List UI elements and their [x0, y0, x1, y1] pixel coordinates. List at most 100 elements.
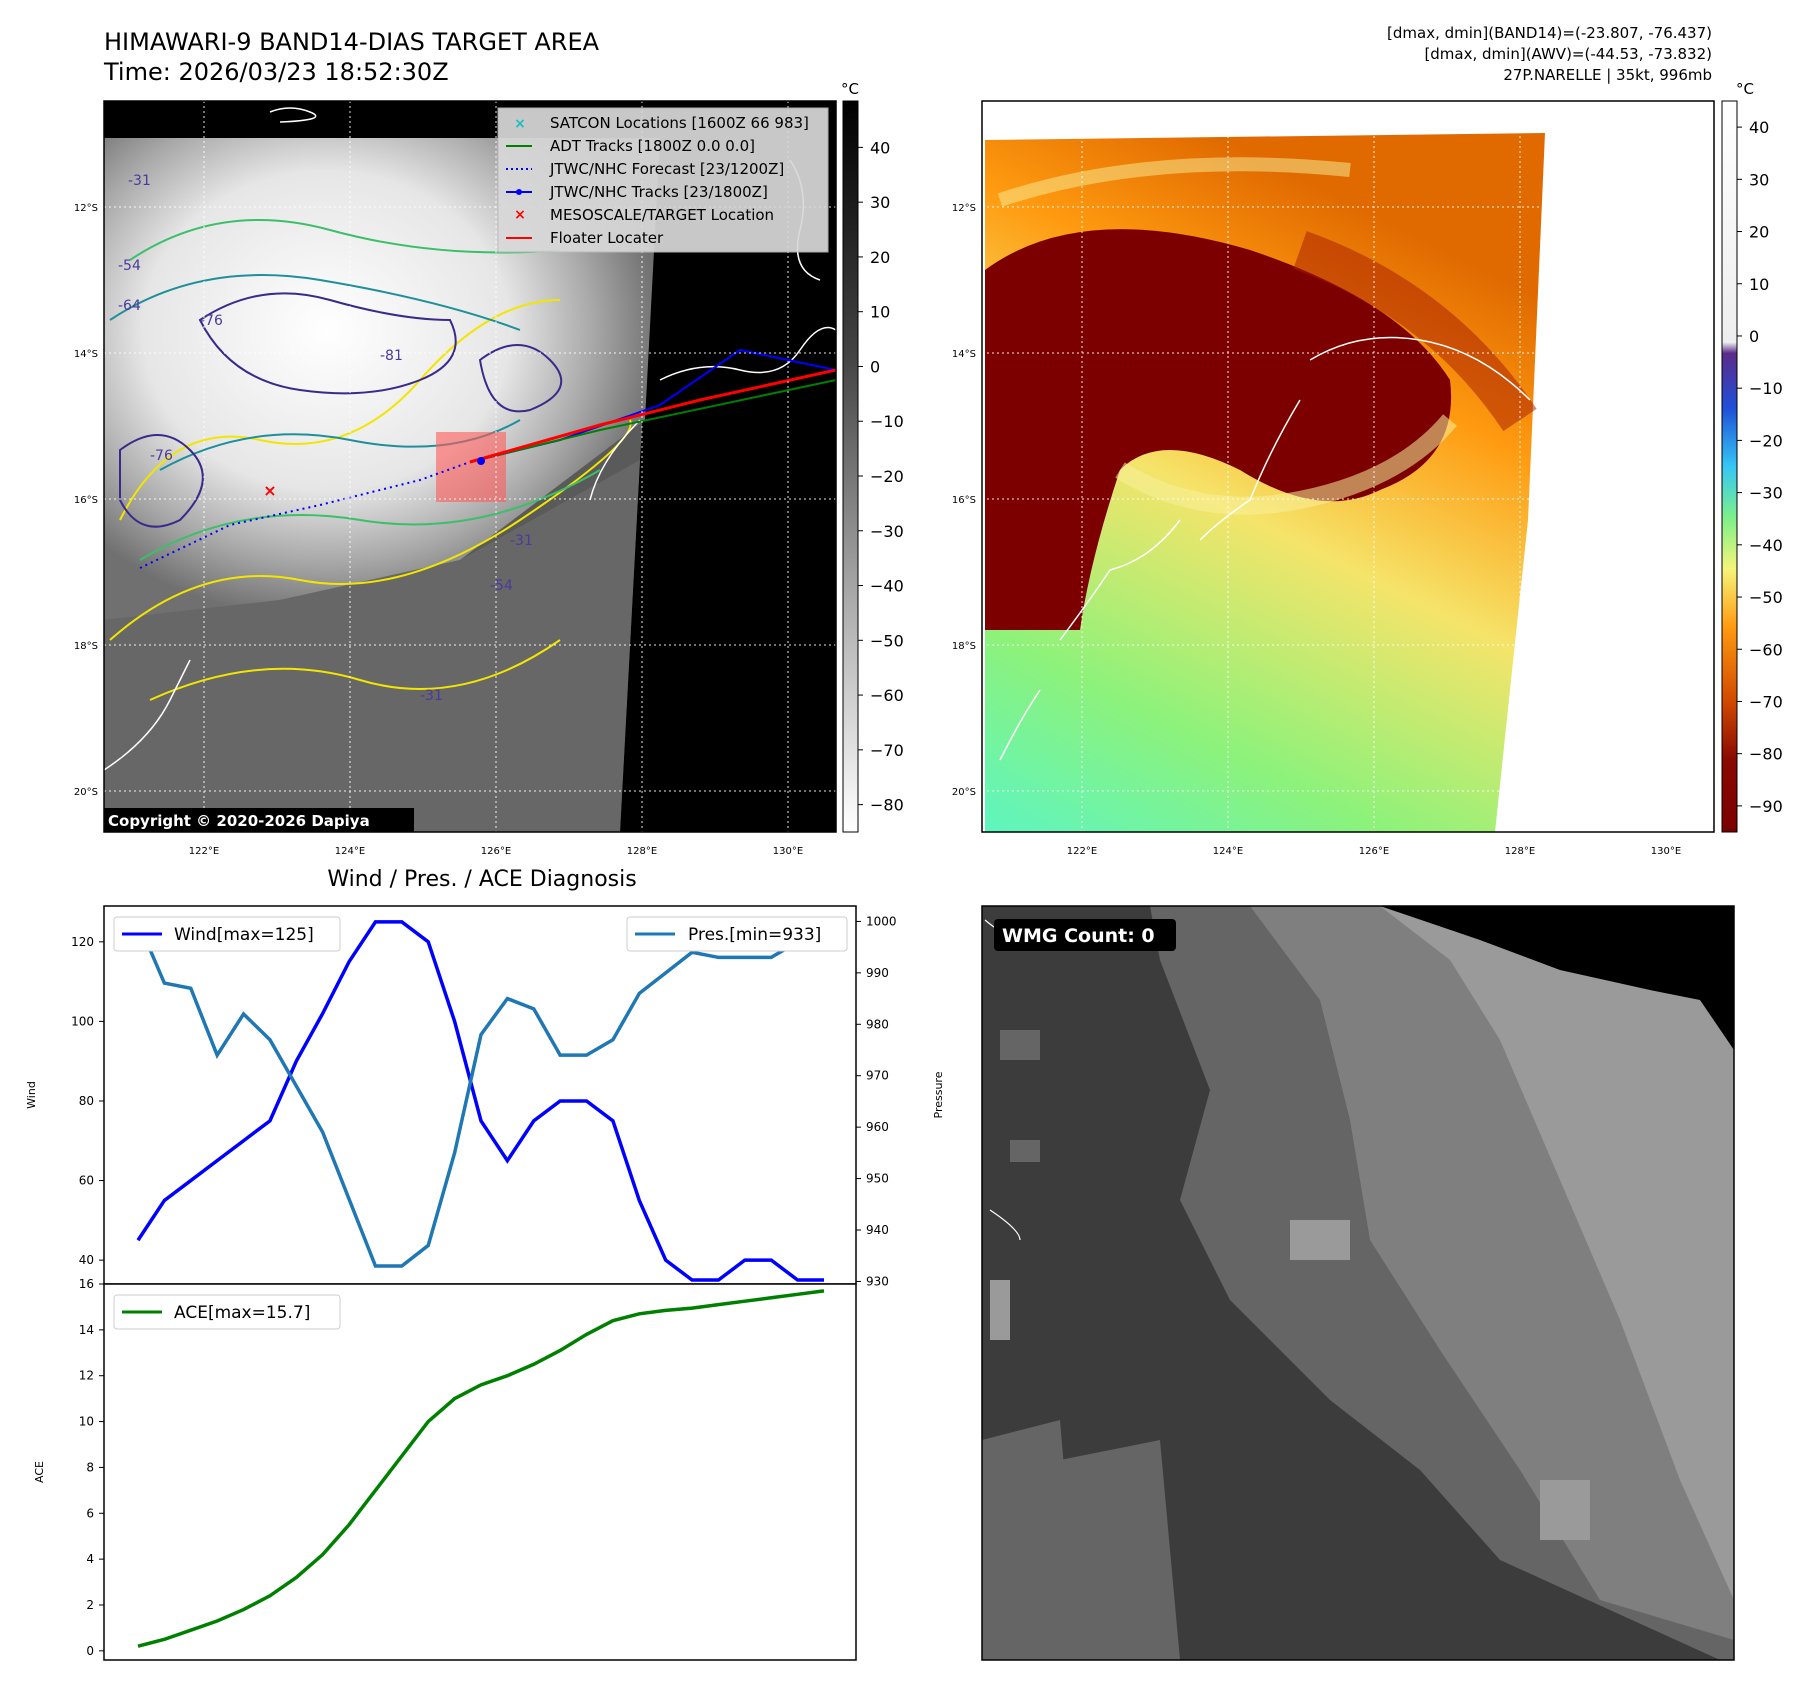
map-legend: × × SATCON Locations [1600Z 66 983] ADT …	[497, 107, 829, 253]
lon-label: 130°E	[773, 846, 803, 857]
colorbar-tick-label: −90	[1749, 797, 1783, 816]
pressure-tick-label: 950	[866, 1172, 889, 1186]
legend-symbol-mesoscale: ×	[514, 207, 526, 223]
svg-text:×: ×	[263, 481, 276, 500]
lon-label: 126°E	[1359, 846, 1389, 857]
ace-tick-label: 0	[86, 1644, 94, 1658]
wind-legend: Wind[max=125]	[113, 916, 341, 952]
colorbar-tick-label: −30	[870, 522, 904, 541]
ace-panel	[103, 1283, 857, 1661]
legend-entry-tracks: JTWC/NHC Tracks [23/1800Z]	[549, 183, 768, 201]
lon-label: 130°E	[1651, 846, 1681, 857]
lat-label: 12°S	[952, 203, 976, 214]
dmax-awv-text: [dmax, dmin](AWV)=(-44.53, -73.832)	[1424, 45, 1712, 63]
ace-tick-label: 14	[79, 1323, 94, 1337]
colorbar-tick-label: −20	[870, 467, 904, 486]
pressure-tick-label: 940	[866, 1223, 889, 1237]
contour-label: -31	[420, 688, 443, 704]
colorbar-tick-label: 30	[870, 193, 890, 212]
pressure-axis-label: Pressure	[932, 1071, 945, 1118]
wind-tick-label: 100	[71, 1014, 94, 1028]
colorbar-tick-label: 0	[870, 357, 880, 376]
lat-label: 14°S	[74, 349, 98, 360]
dmax-band14-text: [dmax, dmin](BAND14)=(-23.807, -76.437)	[1387, 24, 1712, 42]
pressure-series-line	[136, 920, 825, 1268]
colorbar-tick-label: −50	[1749, 588, 1783, 607]
lon-label: 124°E	[335, 846, 365, 857]
legend-entry-forecast: JTWC/NHC Forecast [23/1200Z]	[549, 160, 784, 178]
colorbar-tick-label: 10	[870, 303, 890, 322]
contour-label: -54	[118, 258, 141, 274]
contour-label: -54	[490, 578, 513, 594]
colorbar-tick-label: −80	[1749, 745, 1783, 764]
legend-entry-pressure: Pres.[min=933]	[688, 925, 821, 945]
figure-title-line2: Time: 2026/03/23 18:52:30Z	[103, 58, 449, 86]
pressure-legend: Pres.[min=933]	[626, 916, 848, 952]
wind-tick-label: 60	[79, 1174, 94, 1188]
colorbar-tick-label: 20	[870, 248, 890, 267]
lat-label: 12°S	[74, 203, 98, 214]
colorbar-tick-label: −70	[1749, 692, 1783, 711]
lon-label: 128°E	[1505, 846, 1535, 857]
lon-label: 122°E	[1067, 846, 1097, 857]
wind-tick-label: 120	[71, 935, 94, 949]
gray-colorbar-unit: °C	[841, 80, 859, 98]
colorbar-tick-label: 30	[1749, 170, 1769, 189]
legend-entry-ace: ACE[max=15.7]	[174, 1303, 310, 1323]
pressure-tick-label: 980	[866, 1017, 889, 1031]
lat-label: 16°S	[74, 495, 98, 506]
wmg-map	[982, 906, 1734, 1660]
legend-entry-satcon: SATCON Locations [1600Z 66 983]	[550, 114, 809, 132]
colorbar-tick-label: 10	[1749, 275, 1769, 294]
diagnosis-title: Wind / Pres. / ACE Diagnosis	[327, 867, 636, 892]
lon-label: 122°E	[189, 846, 219, 857]
colorbar-tick-label: 40	[1749, 118, 1769, 137]
lon-label: 126°E	[481, 846, 511, 857]
ace-legend: ACE[max=15.7]	[113, 1294, 341, 1330]
colorbar-tick-label: −10	[870, 412, 904, 431]
lat-label: 20°S	[952, 787, 976, 798]
ace-tick-label: 8	[86, 1460, 94, 1474]
colorbar-tick-label: −40	[870, 577, 904, 596]
ace-tick-label: 16	[79, 1277, 94, 1291]
wind-pres-panel	[103, 905, 857, 1285]
lon-label: 128°E	[627, 846, 657, 857]
wind-axis-label: Wind	[25, 1081, 38, 1109]
legend-entry-adt: ADT Tracks [1800Z 0.0 0.0]	[550, 137, 755, 155]
ace-tick-label: 2	[86, 1598, 94, 1612]
color-colorbar: °C 40 30 20 10 0 −10 −20 −30 −40 −50 −60 −70 −80 −90	[1721, 80, 1783, 833]
ace-tick-label: 10	[79, 1415, 94, 1429]
wind-tick-label: 80	[79, 1094, 94, 1108]
pressure-tick-label: 960	[866, 1120, 889, 1134]
contour-label: -64	[118, 298, 141, 314]
wind-tick-label: 40	[79, 1253, 94, 1267]
color-colorbar-unit: °C	[1736, 80, 1754, 98]
lat-label: 18°S	[952, 641, 976, 652]
colorbar-tick-label: −30	[1749, 484, 1783, 503]
copyright-badge	[104, 808, 414, 832]
colorbar-tick-label: 0	[1749, 327, 1759, 346]
colorbar-tick-label: 20	[1749, 223, 1769, 242]
wmg-count-badge	[994, 919, 1176, 951]
contour-label: -81	[380, 348, 403, 364]
colorbar-tick-label: −10	[1749, 379, 1783, 398]
contour-label: -76	[150, 448, 173, 464]
colorbar-tick-label: −60	[1749, 640, 1783, 659]
legend-entry-wind: Wind[max=125]	[174, 925, 314, 945]
ace-tick-label: 6	[86, 1506, 94, 1520]
colorbar-tick-label: −50	[870, 631, 904, 650]
wind-series-line	[136, 920, 824, 1282]
lon-label: 124°E	[1213, 846, 1243, 857]
legend-entry-mesoscale: MESOSCALE/TARGET Location	[550, 206, 774, 224]
pressure-tick-label: 970	[866, 1069, 889, 1083]
colorbar-tick-label: −60	[870, 686, 904, 705]
ace-tick-label: 12	[79, 1369, 94, 1383]
ace-tick-label: 4	[86, 1552, 94, 1566]
storm-info-text: 27P.NARELLE | 35kt, 996mb	[1503, 66, 1712, 84]
pressure-tick-label: 930	[866, 1274, 889, 1288]
ace-axis-label: ACE	[33, 1461, 46, 1483]
colorbar-tick-label: −20	[1749, 431, 1783, 450]
gray-colorbar: °C 40 30 20 10 0 −10 −20 −30 −40 −50 −60 −70 −80	[841, 80, 904, 833]
colorbar-tick-label: −40	[1749, 536, 1783, 555]
